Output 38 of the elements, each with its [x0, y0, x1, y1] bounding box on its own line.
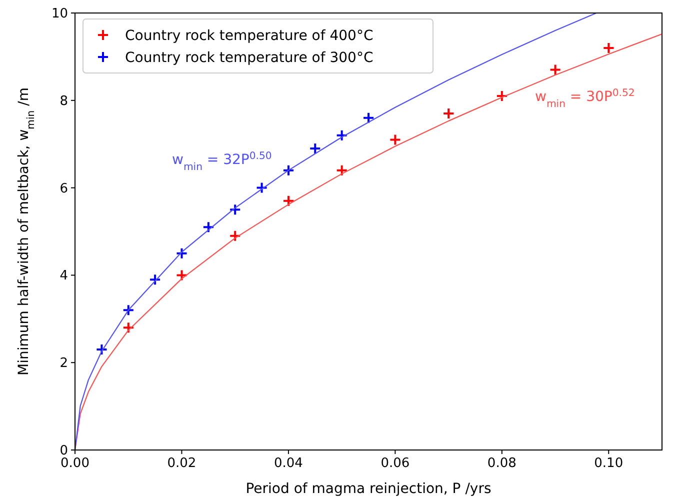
- annotation: w$_{min}$ = 30P$^{0.52}$: [535, 88, 635, 110]
- point: [176, 247, 188, 260]
- x-tick-label: 0.08: [487, 456, 516, 471]
- x-tick-label: 0.06: [380, 456, 410, 471]
- point: [122, 304, 134, 316]
- y-tick-label: 8: [60, 94, 68, 109]
- point: [309, 142, 322, 154]
- y-tick-label: 0: [60, 444, 68, 458]
- x-tick-label: 0.10: [594, 456, 624, 471]
- x-tick-label: 0.02: [167, 456, 196, 471]
- y-tick-label: 10: [51, 6, 68, 22]
- y-tick-label: 4: [60, 268, 68, 284]
- point: [336, 164, 348, 176]
- x-tick-label: 0.04: [274, 456, 303, 471]
- point: [496, 90, 508, 102]
- point: [362, 112, 374, 124]
- point: [149, 274, 162, 286]
- point: [602, 42, 615, 54]
- x-tick-label: 0.00: [60, 456, 90, 471]
- point: [96, 343, 108, 356]
- x-axis-title: Period of magma reinjection, P /yrs: [246, 481, 492, 497]
- point: [229, 204, 242, 216]
- point: [229, 230, 242, 242]
- point: [389, 134, 402, 146]
- y-tick-label: 2: [60, 356, 68, 372]
- point: [442, 108, 455, 120]
- point: [202, 221, 214, 234]
- point: [282, 164, 294, 176]
- point: [282, 194, 294, 207]
- point: [336, 129, 348, 142]
- y-tick-label: 6: [60, 181, 68, 196]
- legend-label: Country rock temperature of 400°C: [125, 28, 374, 44]
- point: [122, 322, 134, 334]
- legend-label: Country rock temperature of 300°C: [125, 50, 374, 66]
- point: [549, 64, 562, 76]
- point: [256, 182, 268, 194]
- annotation: w$_{min}$ = 32P$^{0.50}$: [172, 150, 272, 172]
- point: [176, 269, 188, 282]
